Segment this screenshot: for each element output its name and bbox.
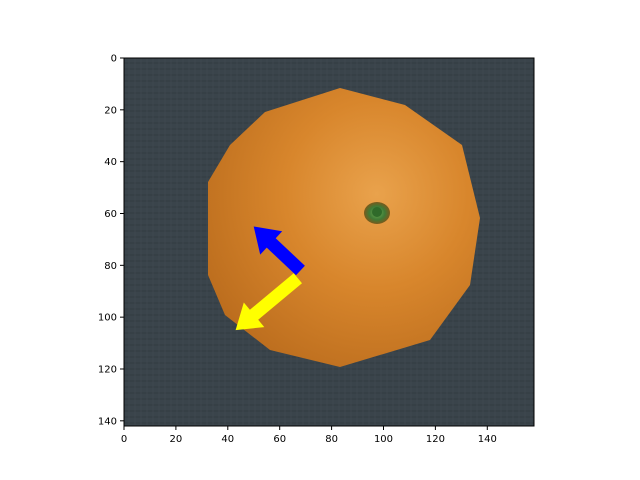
y-tick-label: 20 <box>104 105 117 116</box>
y-tick-label: 0 <box>111 54 117 65</box>
y-tick-label: 60 <box>104 209 117 220</box>
x-tick-label: 80 <box>325 434 338 445</box>
x-tick-label: 40 <box>221 434 234 445</box>
y-axis: 0 20 40 60 80 100 120 140 <box>98 54 124 427</box>
x-tick-label: 120 <box>426 434 445 445</box>
x-tick-label: 20 <box>170 434 183 445</box>
y-tick-label: 120 <box>98 364 117 375</box>
x-tick-label: 60 <box>273 434 286 445</box>
yellow-arrow <box>235 273 302 331</box>
y-tick-label: 140 <box>98 416 117 427</box>
x-tick-label: 0 <box>121 434 127 445</box>
y-tick-label: 80 <box>104 261 117 272</box>
x-axis: 0 20 40 60 80 100 120 140 <box>121 426 497 445</box>
blue-arrow <box>253 226 305 276</box>
x-tick-label: 140 <box>478 434 497 445</box>
photo <box>124 58 534 426</box>
axes-frame <box>123 57 535 427</box>
x-tick-label: 100 <box>374 434 393 445</box>
stem-icon <box>372 207 382 217</box>
y-tick-label: 100 <box>98 313 117 324</box>
arrows <box>235 226 305 331</box>
y-tick-label: 40 <box>104 157 117 168</box>
